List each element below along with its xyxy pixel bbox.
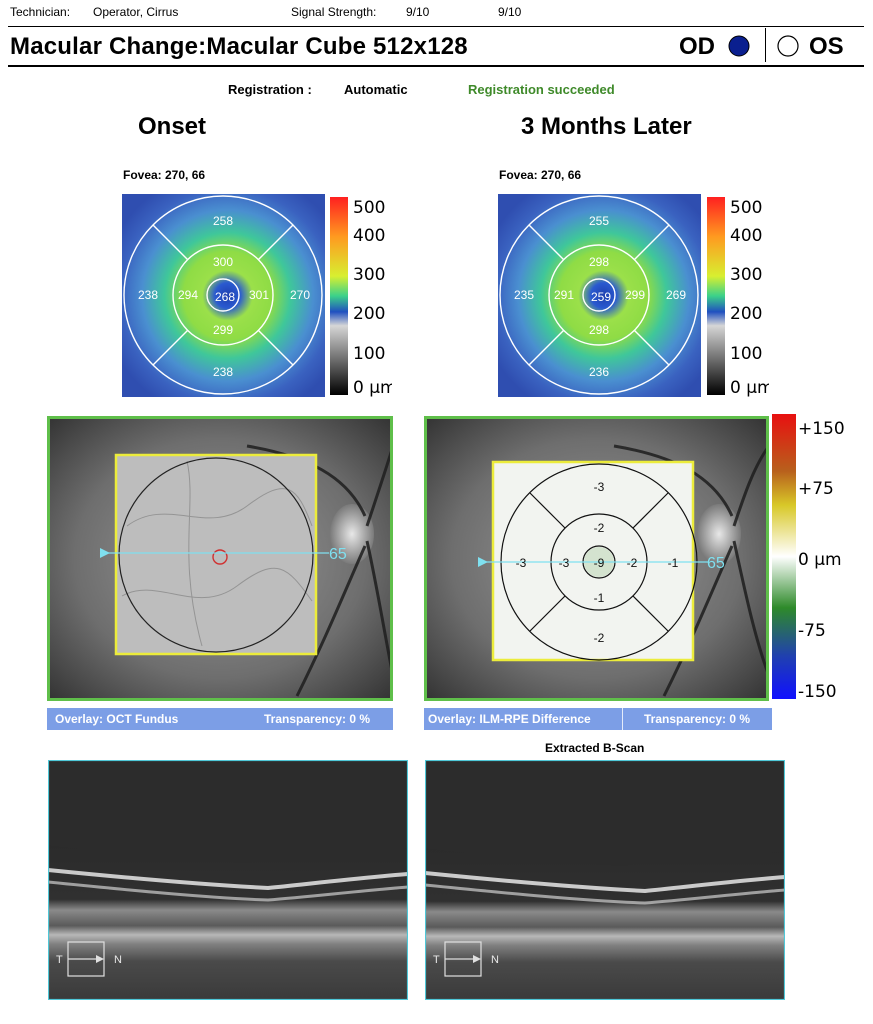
right-map-inner-left: 291	[554, 288, 574, 302]
right-overlay-divider	[622, 708, 623, 730]
diff-inner-right: -2	[627, 556, 638, 570]
left-scale-100: 100	[353, 344, 385, 364]
right-thickness-scale: 500 400 300 200 100 0 µm	[707, 197, 769, 397]
right-overlay-label[interactable]: Overlay: ILM-RPE Difference	[428, 712, 591, 726]
left-fovea-label: Fovea: 270, 66	[123, 168, 206, 182]
left-scale-300: 300	[353, 265, 385, 285]
od-selected-radio-icon[interactable]	[728, 35, 750, 57]
registration-label: Registration :	[228, 82, 312, 97]
left-scale-500: 500	[353, 198, 385, 218]
left-bscan-n-label: N	[114, 954, 122, 966]
diff-scale-plus75: +75	[798, 479, 834, 499]
left-map-inner-right: 301	[249, 288, 269, 302]
left-bscan-image: T N	[48, 760, 408, 1000]
diff-outer-right: -1	[668, 556, 679, 570]
left-transparency-label[interactable]: Transparency: 0 %	[264, 712, 371, 726]
diff-inner-left: -3	[559, 556, 570, 570]
right-fovea-label: Fovea: 270, 66	[499, 168, 582, 182]
left-scale-200: 200	[353, 304, 385, 324]
right-map-outer-right: 269	[666, 288, 686, 302]
right-bscan-image: T N	[425, 760, 785, 1000]
eye-divider	[765, 28, 766, 62]
technician-value: Operator, Cirrus	[93, 5, 179, 19]
left-map-outer-top: 258	[213, 214, 233, 228]
left-map-inner-top: 300	[213, 255, 233, 269]
left-overlay-bar[interactable]: Overlay: OCT Fundus Transparency: 0 %	[47, 708, 393, 730]
page-title: Macular Change:Macular Cube 512x128	[10, 33, 468, 60]
diff-inner-top: -2	[594, 521, 605, 535]
right-bscan-t-label: T	[433, 954, 440, 966]
os-radio-icon[interactable]	[777, 35, 799, 57]
right-scale-400: 400	[730, 226, 762, 246]
right-bscan-n-label: N	[491, 954, 499, 966]
diff-outer-top: -3	[594, 480, 605, 494]
left-map-center: 268	[215, 290, 235, 304]
diff-outer-bottom: -2	[594, 631, 605, 645]
left-scan-line-label: 65	[329, 546, 347, 563]
left-map-outer-left: 238	[138, 288, 158, 302]
left-overlay-label[interactable]: Overlay: OCT Fundus	[55, 712, 179, 726]
right-map-outer-left: 235	[514, 288, 534, 302]
left-map-inner-bottom: 299	[213, 323, 233, 337]
left-map-outer-right: 270	[290, 288, 310, 302]
diff-inner-bottom: -1	[594, 591, 605, 605]
diff-center: -9	[594, 556, 605, 570]
left-thickness-scale: 500 400 300 200 100 0 µm	[330, 197, 392, 397]
three-months-heading: 3 Months Later	[521, 113, 692, 140]
right-map-outer-top: 255	[589, 214, 609, 228]
right-map-inner-top: 298	[589, 255, 609, 269]
right-transparency-label[interactable]: Transparency: 0 %	[644, 712, 751, 726]
diff-scale-plus150: +150	[798, 419, 845, 439]
right-map-center: 259	[591, 290, 611, 304]
signal-strength-value-1: 9/10	[406, 5, 430, 19]
left-scale-400: 400	[353, 226, 385, 246]
right-thickness-map: 255 298 235 291 259 299 269 298 236	[498, 194, 701, 397]
right-map-inner-bottom: 298	[589, 323, 609, 337]
right-scale-500: 500	[730, 198, 762, 218]
diff-outer-left: -3	[516, 556, 527, 570]
technician-label: Technician:	[10, 5, 71, 19]
left-thickness-map: 258 300 238 294 268 301 270 299 238	[122, 194, 325, 397]
od-label: OD	[679, 33, 715, 60]
right-map-outer-bottom: 236	[589, 365, 609, 379]
right-scale-0: 0 µm	[730, 378, 769, 397]
diff-scale-zero: 0 µm	[798, 550, 842, 570]
left-map-outer-bottom: 238	[213, 365, 233, 379]
diff-scale-minus75: -75	[798, 621, 826, 641]
right-scale-100: 100	[730, 344, 762, 364]
difference-scale: +150 +75 0 µm -75 -150	[772, 414, 845, 700]
right-scan-line-label: 65	[707, 555, 725, 572]
signal-strength-label: Signal Strength:	[291, 5, 377, 19]
os-label: OS	[809, 33, 844, 60]
left-bscan-t-label: T	[56, 954, 63, 966]
right-scale-200: 200	[730, 304, 762, 324]
right-map-inner-right: 299	[625, 288, 645, 302]
onset-heading: Onset	[138, 113, 207, 140]
registration-mode: Automatic	[344, 82, 408, 97]
registration-status: Registration succeeded	[468, 82, 615, 97]
right-fundus-image: 65 -3 -2 -3 -3 -9 -2 -1 -1 -2	[424, 416, 769, 701]
right-overlay-bar[interactable]: Overlay: ILM-RPE Difference Transparency…	[424, 708, 772, 730]
left-map-inner-left: 294	[178, 288, 198, 302]
left-fundus-image: 65	[47, 416, 393, 701]
left-scale-0: 0 µm	[353, 378, 392, 397]
signal-strength-value-2: 9/10	[498, 5, 522, 19]
diff-scale-minus150: -150	[798, 682, 837, 700]
bscan-title: Extracted B-Scan	[545, 741, 645, 755]
right-scale-300: 300	[730, 265, 762, 285]
title-bar	[8, 26, 864, 67]
